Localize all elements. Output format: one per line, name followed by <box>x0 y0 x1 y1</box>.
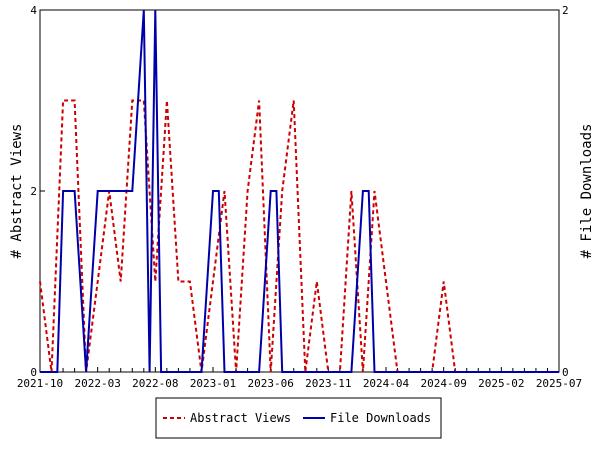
legend-label-abstract-views: Abstract Views <box>190 411 291 425</box>
x-tick-labels: 2021-10 2022-03 2022-08 2023-01 2023-06 2023-… <box>17 377 582 390</box>
x-tick-label: 2022-03 <box>74 377 120 390</box>
series-line-file-downloads <box>40 9 559 373</box>
series-layer <box>39 9 559 373</box>
x-tick-label: 2024-09 <box>420 377 466 390</box>
y-left-tick-label: 2 <box>30 185 37 198</box>
x-tick-label: 2024-04 <box>363 377 410 390</box>
y-left-tick-label: 4 <box>30 4 37 17</box>
y-left-axis-title: # Abstract Views <box>9 124 25 259</box>
legend-box <box>155 397 442 439</box>
x-tick-label: 2022-08 <box>132 377 178 390</box>
x-tick-label: 2025-07 <box>536 377 582 390</box>
x-tick-label: 2023-06 <box>247 377 293 390</box>
x-tick-label: 2025-02 <box>478 377 524 390</box>
x-tick-label: 2021-10 <box>17 377 63 390</box>
x-tick-label: 2023-01 <box>190 377 236 390</box>
legend-label-file-downloads: File Downloads <box>330 411 431 425</box>
y-right-axis-title: # File Downloads <box>579 124 595 259</box>
y-right-tick-label: 0 <box>562 366 569 379</box>
x-tick-label: 2023-11 <box>305 377 351 390</box>
y-right-tick-label: 2 <box>562 4 569 17</box>
y-left-tick-label: 0 <box>30 366 37 379</box>
legend: Abstract Views File Downloads <box>155 397 442 439</box>
